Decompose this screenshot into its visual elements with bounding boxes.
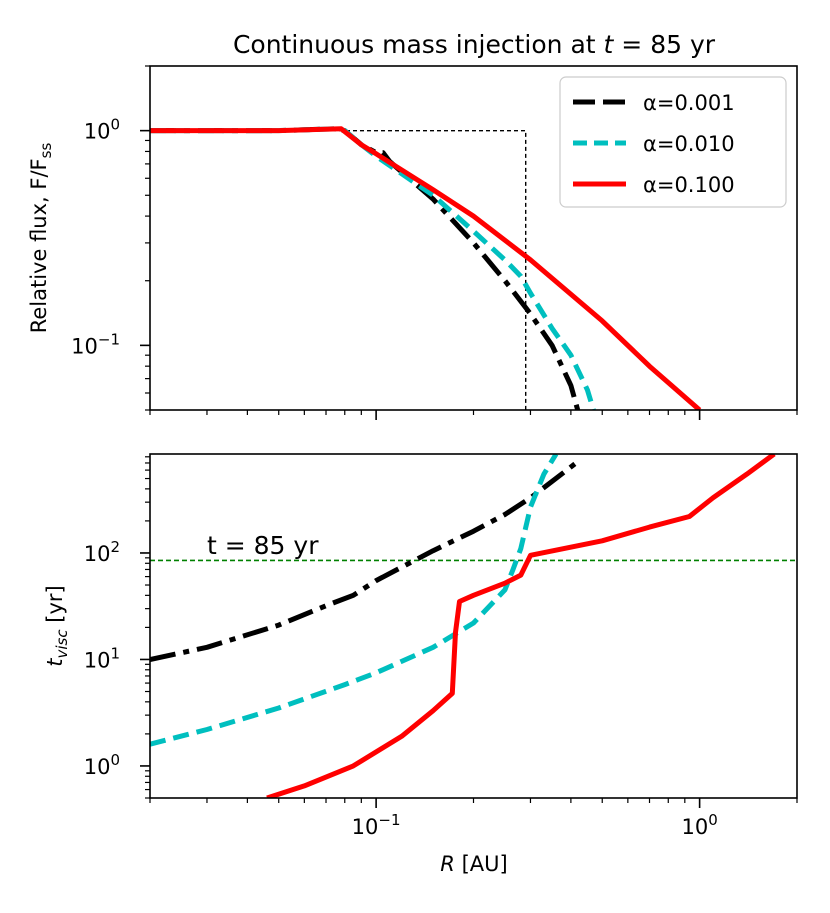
series-line-s2 [150, 454, 559, 747]
series-line-s3 [266, 454, 776, 798]
x-tick-label: 100 [681, 811, 717, 839]
top-axes-frame [149, 65, 798, 411]
bottom-panel: 10−1 100 100 101 102 t = 85 yr R [AU] tvisc… [43, 453, 798, 876]
y-tick-label: 100 [84, 116, 120, 144]
legend: α=0.001 α=0.010 α=0.100 [559, 76, 787, 208]
y-tick-label: 101 [84, 644, 120, 672]
legend-label-alpha-010: α=0.010 [643, 132, 735, 156]
x-tick-label: 10−1 [352, 811, 401, 839]
bottom-x-ticks: 10−1 100 [149, 798, 798, 839]
chart-title: Continuous mass injection at t = 85 yr [233, 30, 716, 59]
bottom-y-axis-label: tvisc [yr] [43, 585, 71, 666]
time-annotation: t = 85 yr [207, 531, 319, 560]
bottom-y-ticks: 100 101 102 [84, 456, 150, 799]
top-series-group [150, 126, 702, 410]
reference-box-line [150, 129, 527, 410]
y-tick-label: 102 [84, 538, 120, 566]
series-line-s2 [150, 126, 596, 410]
x-axis-label: R [AU] [440, 852, 507, 876]
legend-label-alpha-100: α=0.100 [643, 173, 735, 197]
reference-box-group [150, 129, 527, 410]
top-x-ticks [149, 410, 798, 420]
y-tick-label: 100 [84, 751, 120, 779]
series-line-s3 [150, 126, 702, 410]
bottom-axes-frame [149, 453, 798, 799]
top-y-ticks: 100 10−1 [71, 65, 150, 411]
top-y-axis-label: Relative flux, F/Fss [27, 143, 55, 334]
bottom-series-group [150, 454, 776, 798]
y-tick-label: 10−1 [71, 330, 120, 358]
legend-box [559, 76, 787, 208]
top-panel: Continuous mass injection at t = 85 yr 1… [27, 30, 798, 420]
legend-label-alpha-001: α=0.001 [643, 91, 735, 115]
